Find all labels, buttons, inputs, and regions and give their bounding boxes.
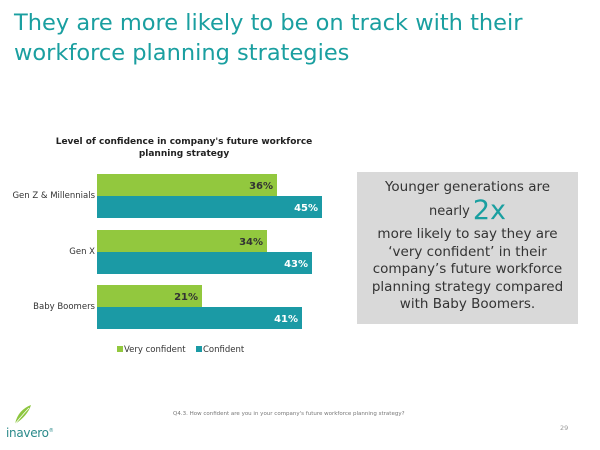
callout-nearly: nearly xyxy=(428,204,470,219)
bar-very-confident xyxy=(97,285,202,307)
callout-emphasis: 2x xyxy=(472,195,507,226)
legend-swatch xyxy=(117,346,123,352)
logo-text: inavero® xyxy=(6,426,54,440)
bar-value-label: 34% xyxy=(239,237,263,248)
callout-line-2: nearly 2x xyxy=(357,197,578,224)
inavero-logo: inavero® xyxy=(4,404,70,440)
bar-confident xyxy=(97,252,312,274)
legend-swatch xyxy=(196,346,202,352)
callout-line-3: more likely to say they are ‘very confid… xyxy=(371,226,564,312)
bar-value-label: 36% xyxy=(249,181,273,192)
logo-wordmark: inavero xyxy=(6,426,49,440)
slide-title: They are more likely to be on track with… xyxy=(14,10,523,66)
bar-very-confident xyxy=(97,174,277,196)
bar-confident xyxy=(97,196,322,218)
category-label: Gen X xyxy=(69,247,95,257)
leaf-logo-icon xyxy=(14,405,31,425)
logo-registered-mark: ® xyxy=(48,428,54,434)
callout-line-1: Younger generations are xyxy=(384,179,551,195)
callout-box: Younger generations are nearly 2x more li… xyxy=(357,172,578,324)
bar-value-label: 45% xyxy=(294,203,318,214)
page-number: 29 xyxy=(560,424,569,432)
category-label: Gen Z & Millennials xyxy=(12,191,95,201)
category-label: Baby Boomers xyxy=(33,302,95,312)
bar-value-label: 21% xyxy=(174,292,198,303)
legend-label: Very confident xyxy=(124,345,186,355)
bar-value-label: 43% xyxy=(284,259,308,270)
footnote: Q4.3. How confident are you in your comp… xyxy=(173,411,405,417)
bar-confident xyxy=(97,307,302,329)
legend-label: Confident xyxy=(203,345,245,355)
bar-value-label: 41% xyxy=(274,314,298,325)
chart-title: Level of confidence in company's future … xyxy=(55,137,313,159)
bar-very-confident xyxy=(97,230,267,252)
